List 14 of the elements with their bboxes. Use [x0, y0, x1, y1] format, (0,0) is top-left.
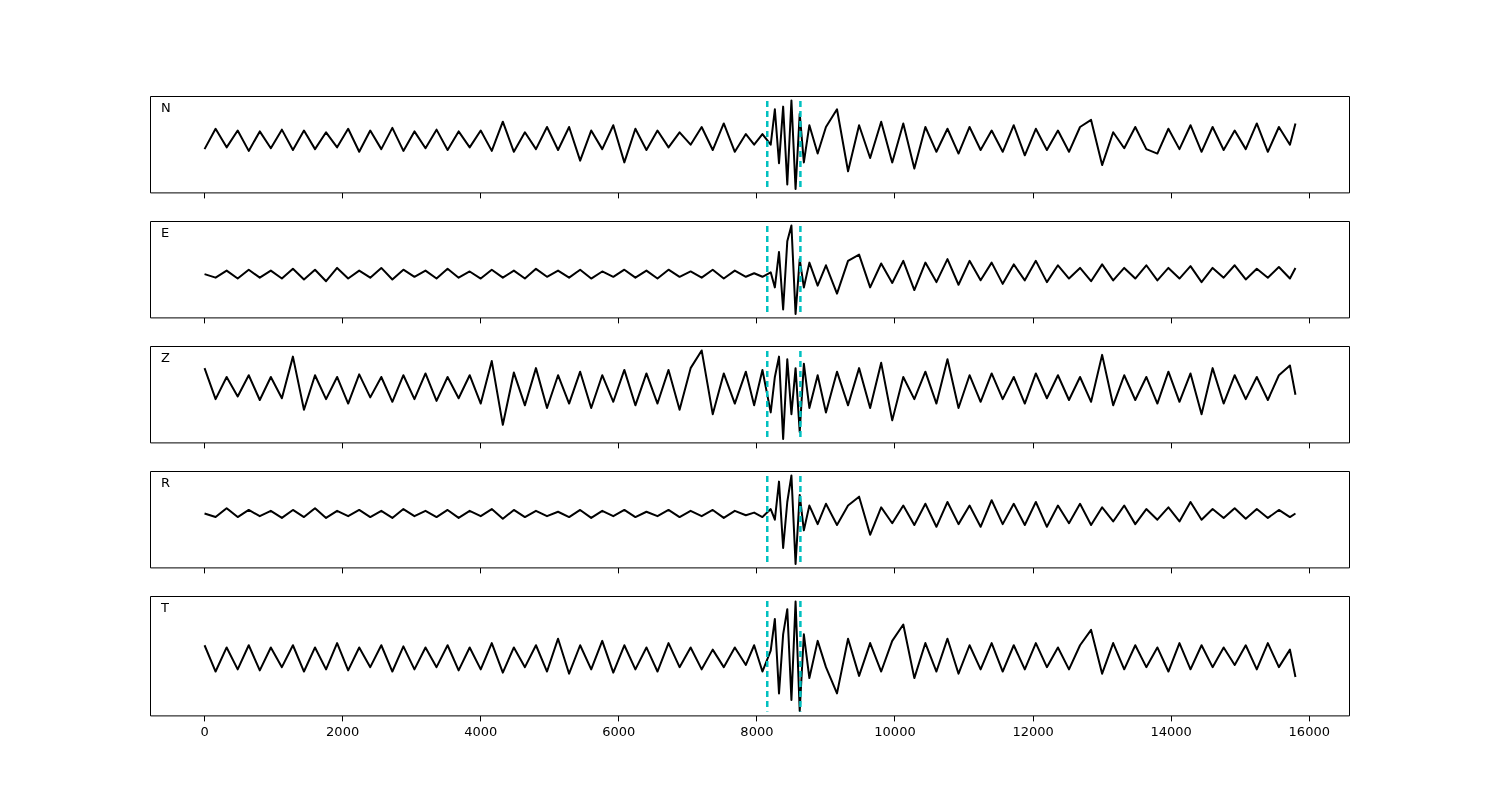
annotation: N [161, 99, 171, 115]
annotation: T [160, 599, 169, 615]
x-tick-label: 6000 [602, 723, 636, 739]
x-tick-label: 10000 [874, 723, 916, 739]
x-tick-label: 4000 [464, 723, 498, 739]
annotation: Z [161, 349, 170, 365]
x-tick-label: 16000 [1288, 723, 1330, 739]
annotation: R [161, 474, 171, 490]
x-tick-label: 0 [200, 723, 209, 739]
x-tick-label: 2000 [326, 723, 360, 739]
x-tick-label: 14000 [1150, 723, 1192, 739]
x-tick-label: 12000 [1012, 723, 1054, 739]
annotation: E [161, 224, 170, 240]
x-tick-label: 8000 [740, 723, 774, 739]
